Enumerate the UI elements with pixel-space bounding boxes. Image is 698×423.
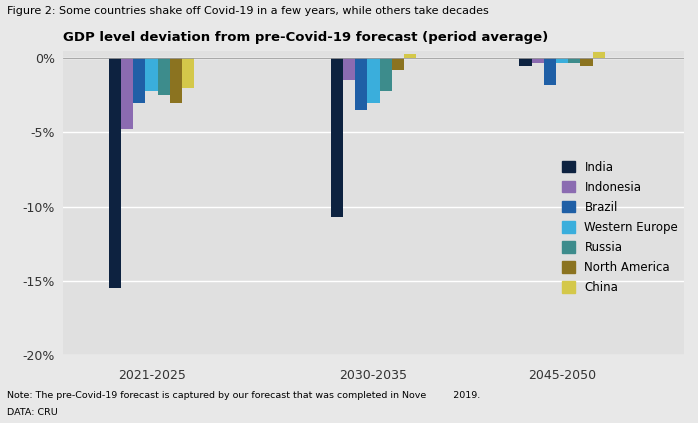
Bar bbox=[580, 58, 593, 66]
Bar bbox=[109, 58, 121, 288]
Text: Note: The pre-Covid-19 forecast is captured by our forecast that was completed i: Note: The pre-Covid-19 forecast is captu… bbox=[7, 391, 480, 400]
Bar bbox=[593, 52, 604, 58]
Bar bbox=[531, 58, 544, 63]
Bar bbox=[158, 58, 170, 95]
Text: GDP level deviation from pre-Covid-19 forecast (period average): GDP level deviation from pre-Covid-19 fo… bbox=[63, 31, 548, 44]
Bar bbox=[182, 58, 194, 88]
Bar bbox=[145, 58, 158, 91]
Bar bbox=[392, 58, 404, 70]
Bar bbox=[121, 58, 133, 129]
Bar bbox=[544, 58, 556, 85]
Text: DATA: CRU: DATA: CRU bbox=[7, 408, 58, 417]
Legend: India, Indonesia, Brazil, Western Europe, Russia, North America, China: India, Indonesia, Brazil, Western Europe… bbox=[562, 161, 678, 294]
Bar bbox=[355, 58, 367, 110]
Bar bbox=[568, 58, 580, 63]
Bar bbox=[331, 58, 343, 217]
Bar bbox=[170, 58, 182, 103]
Bar bbox=[133, 58, 145, 103]
Bar bbox=[343, 58, 355, 80]
Bar bbox=[380, 58, 392, 91]
Bar bbox=[367, 58, 380, 103]
Bar bbox=[519, 58, 531, 66]
Text: Figure 2: Some countries shake off Covid-19 in a few years, while others take de: Figure 2: Some countries shake off Covid… bbox=[7, 6, 489, 16]
Bar bbox=[556, 58, 568, 63]
Bar bbox=[404, 54, 416, 58]
